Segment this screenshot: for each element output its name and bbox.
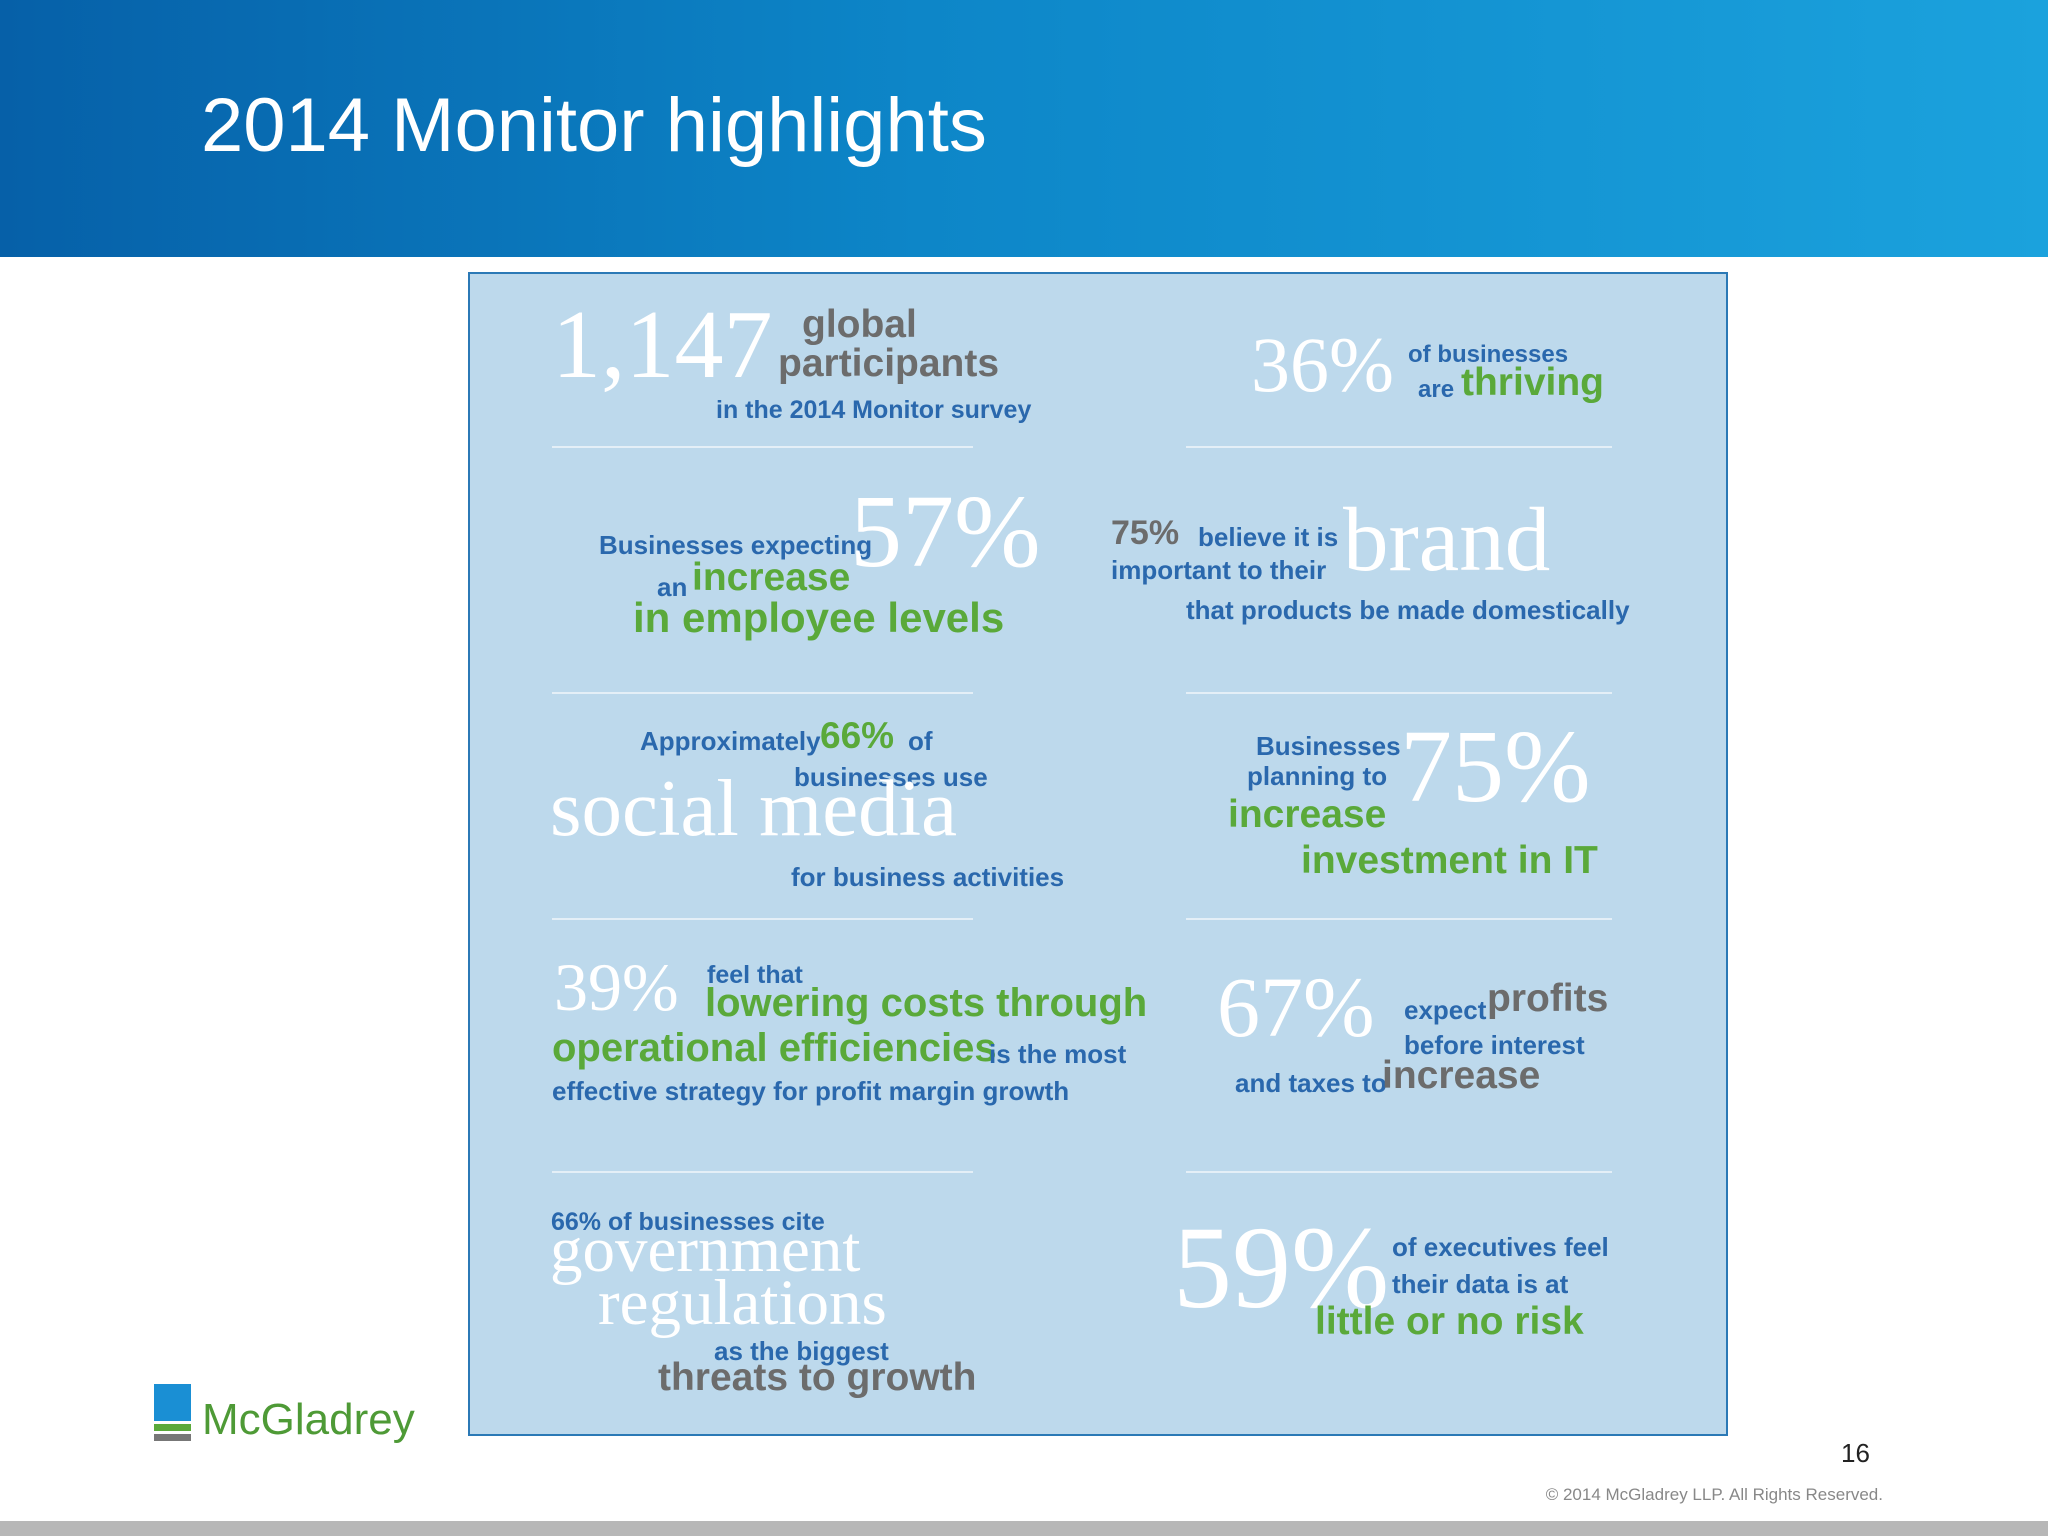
copyright: © 2014 McGladrey LLP. All Rights Reserve…	[1545, 1485, 1883, 1504]
highlight-text: in employee levels	[633, 594, 1005, 641]
highlight-text: brand	[1343, 489, 1551, 590]
highlight-text: of businesses	[1408, 341, 1569, 368]
highlight-text: expect	[1404, 995, 1487, 1025]
highlight-text: important to their	[1111, 555, 1327, 585]
highlight-text: Businesses	[1256, 731, 1401, 761]
highlight-text: investment in IT	[1301, 839, 1598, 882]
highlight-text: threats to growth	[658, 1356, 977, 1399]
highlight-text: as the biggest	[714, 1336, 889, 1366]
highlight-text: increase	[1382, 1054, 1541, 1097]
highlight-text: 75%	[1111, 514, 1180, 552]
highlight-text: participants	[778, 342, 1000, 385]
highlight-text: feel that	[707, 961, 803, 989]
highlight-text: of	[908, 726, 933, 756]
highlight-text: effective strategy for profit margin gro…	[552, 1076, 1070, 1106]
slide-title: 2014 Monitor highlights	[201, 83, 987, 168]
highlight-text: lowering costs through	[705, 981, 1148, 1025]
highlight-text: in the 2014 Monitor survey	[716, 396, 1032, 424]
highlight-text: an	[657, 572, 688, 602]
highlight-text: Businesses expecting	[599, 530, 873, 560]
logo-text: McGladrey	[202, 1395, 415, 1444]
logo-bar	[154, 1424, 191, 1431]
highlight-text: businesses use	[794, 762, 988, 792]
separator	[1186, 692, 1612, 694]
highlight-text: before interest	[1404, 1030, 1585, 1060]
highlight-text: government	[550, 1214, 861, 1286]
highlight-text: of executives feel	[1392, 1232, 1609, 1262]
highlight-text: 36%	[1251, 321, 1394, 408]
separator	[1186, 446, 1612, 448]
highlight-text: thriving	[1461, 361, 1604, 404]
highlight-text: 1,147	[552, 291, 773, 399]
highlight-text: 67%	[1217, 959, 1375, 1055]
logo-square	[154, 1384, 191, 1421]
header-band	[0, 0, 2048, 257]
highlight-text: 66%	[820, 715, 895, 756]
page-number: 16	[1841, 1438, 1870, 1468]
separator	[1186, 918, 1612, 920]
highlight-text: 66% of businesses cite	[551, 1208, 825, 1236]
highlight-text: their data is at	[1392, 1269, 1569, 1299]
highlight-text: are	[1418, 376, 1455, 403]
highlight-text: profits	[1487, 977, 1609, 1020]
highlight-text: 39%	[554, 949, 679, 1025]
highlight-text: regulations	[598, 1267, 887, 1339]
highlight-text: increase	[1228, 793, 1387, 836]
highlight-text: social media	[550, 763, 958, 853]
separator	[552, 918, 973, 920]
highlight-text: global	[802, 303, 917, 346]
infographic-panel	[468, 272, 1728, 1436]
highlight-text: Approximately	[640, 726, 821, 756]
logo-bar	[154, 1434, 191, 1441]
highlight-text: 75%	[1400, 709, 1591, 824]
highlight-text: operational efficiencies	[552, 1026, 997, 1070]
highlight-text: little or no risk	[1315, 1300, 1584, 1343]
separator	[552, 1171, 973, 1173]
highlight-text: that products be made domestically	[1186, 595, 1630, 625]
highlight-text: 59%	[1173, 1202, 1390, 1333]
separator	[552, 692, 973, 694]
highlight-text: is the most	[989, 1039, 1127, 1069]
highlight-text: and taxes to	[1235, 1068, 1387, 1098]
separator	[552, 446, 973, 448]
highlight-text: believe it is	[1198, 522, 1339, 552]
separator	[1186, 1171, 1612, 1173]
highlight-text: 57%	[850, 474, 1041, 589]
footer-bar	[0, 1521, 2048, 1536]
highlight-text: planning to	[1247, 761, 1388, 791]
highlight-text: increase	[692, 556, 851, 599]
highlight-text: for business activities	[791, 862, 1065, 892]
